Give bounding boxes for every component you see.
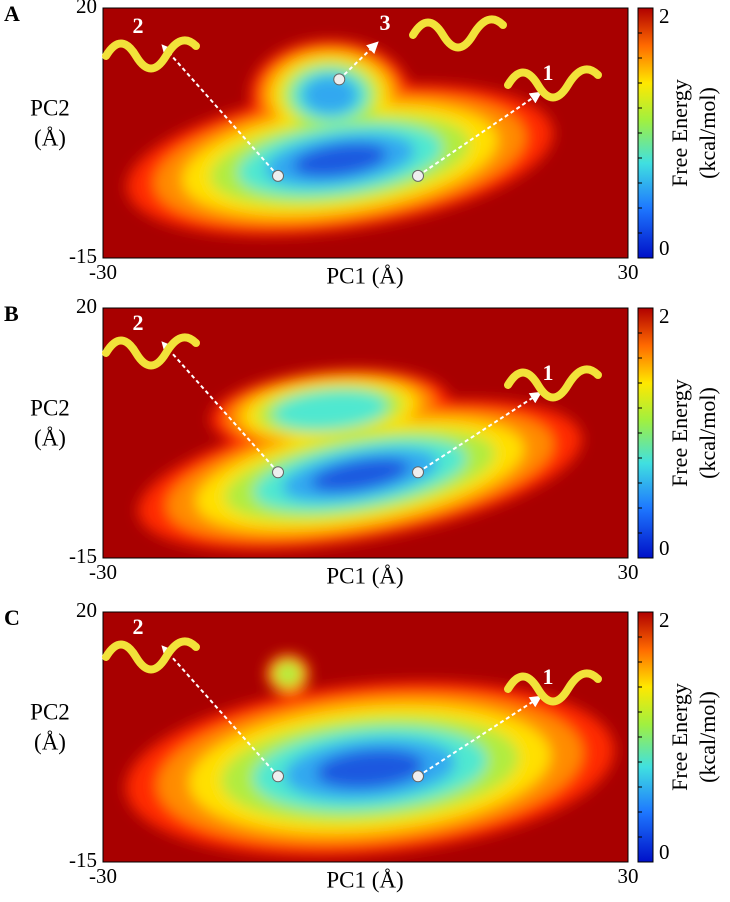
- colorbar-label: Free Energy: [667, 379, 692, 487]
- y-axis-label: (Å): [34, 425, 66, 450]
- state-label: 2: [133, 614, 144, 639]
- colorbar-tick-label: 0: [659, 236, 670, 260]
- pathway-arrow: [417, 391, 543, 474]
- y-tick-label: 20: [76, 294, 97, 318]
- structure-ribbon: [504, 65, 602, 102]
- energy-level: [293, 143, 387, 177]
- energy-level: [311, 458, 409, 492]
- minimum-point: [412, 169, 424, 182]
- structure-ribbon: [102, 333, 200, 370]
- panel-label: A: [4, 1, 20, 26]
- x-axis-label: PC1 (Å): [326, 563, 403, 588]
- y-tick-label: -15: [69, 244, 97, 268]
- colorbar-tick-label: 2: [659, 4, 670, 28]
- pathway-arrow: [338, 41, 379, 81]
- landscape-blur: [126, 40, 554, 236]
- state-label: 1: [543, 664, 554, 689]
- x-tick-label: 30: [618, 864, 639, 888]
- landscape: [126, 40, 554, 236]
- y-tick-label: 20: [76, 598, 97, 622]
- minimum-point: [412, 770, 424, 783]
- colorbar-label: (kcal/mol): [695, 691, 720, 783]
- x-axis-label: PC1 (Å): [326, 263, 403, 288]
- energy-level: [316, 749, 424, 789]
- colorbar-label: Free Energy: [667, 683, 692, 791]
- state-label: 2: [133, 310, 144, 335]
- colorbar-label: (kcal/mol): [695, 87, 720, 179]
- minimum-point: [333, 73, 346, 86]
- plot-frame: [102, 307, 629, 559]
- x-tick-label: -30: [89, 260, 117, 284]
- y-axis-label: (Å): [34, 729, 66, 754]
- y-tick-label: 20: [76, 0, 97, 18]
- minimum-point: [272, 169, 284, 182]
- landscape-blur: [125, 654, 615, 857]
- y-tick-label: -15: [69, 848, 97, 872]
- plot-frame: [102, 7, 629, 259]
- structure-ribbon: [102, 36, 200, 73]
- y-axis-label: PC2: [30, 95, 70, 120]
- pathway-arrow: [161, 44, 279, 177]
- colorbar-label: Free Energy: [667, 79, 692, 187]
- panel-label: B: [4, 301, 19, 326]
- panel: -30 30 -15 20 PC1 (Å) PC2 (Å) C 0 2 Free Energy (kc…: [4, 598, 720, 892]
- minimum-point: [412, 466, 424, 479]
- minimum-point: [272, 770, 284, 783]
- colorbar-label: (kcal/mol): [695, 387, 720, 479]
- y-axis-label: (Å): [34, 125, 66, 150]
- state-label: 2: [133, 13, 144, 38]
- structure-ribbon: [504, 669, 602, 706]
- energy-level: [302, 75, 358, 115]
- x-axis-label: PC1 (Å): [326, 867, 403, 892]
- pathway-arrow: [161, 341, 279, 473]
- state-label: 1: [543, 60, 554, 85]
- pathway-arrow: [161, 645, 279, 777]
- pathway-arrow: [417, 695, 543, 778]
- x-tick-label: -30: [89, 560, 117, 584]
- pathway-arrow: [417, 91, 542, 177]
- y-axis-label: PC2: [30, 395, 70, 420]
- panel: -30 30 -15 20 PC1 (Å) PC2 (Å) B 0 2 Free Energy (kc…: [4, 294, 720, 588]
- x-tick-label: 30: [618, 560, 639, 584]
- panel-label: C: [4, 605, 20, 630]
- colorbar-tick-label: 0: [659, 536, 670, 560]
- energy-level: [274, 661, 302, 687]
- state-label: 3: [380, 10, 391, 35]
- plot-frame: [102, 611, 629, 863]
- y-tick-label: -15: [69, 544, 97, 568]
- structure-ribbon: [504, 365, 602, 402]
- x-tick-label: -30: [89, 864, 117, 888]
- colorbar-tick-label: 2: [659, 304, 670, 328]
- x-tick-label: 30: [618, 260, 639, 284]
- y-axis-label: PC2: [30, 699, 70, 724]
- state-label: 1: [543, 360, 554, 385]
- minimum-point: [272, 466, 284, 479]
- landscape: [125, 654, 615, 857]
- structure-ribbon: [102, 637, 200, 674]
- energy-level: [272, 390, 388, 430]
- structure-ribbon: [409, 15, 507, 52]
- panel: -30 30 -15 20 PC1 (Å) PC2 (Å) A 0 2 Free Energy (kc…: [4, 0, 720, 288]
- colorbar-tick-label: 2: [659, 608, 670, 632]
- colorbar-tick-label: 0: [659, 840, 670, 864]
